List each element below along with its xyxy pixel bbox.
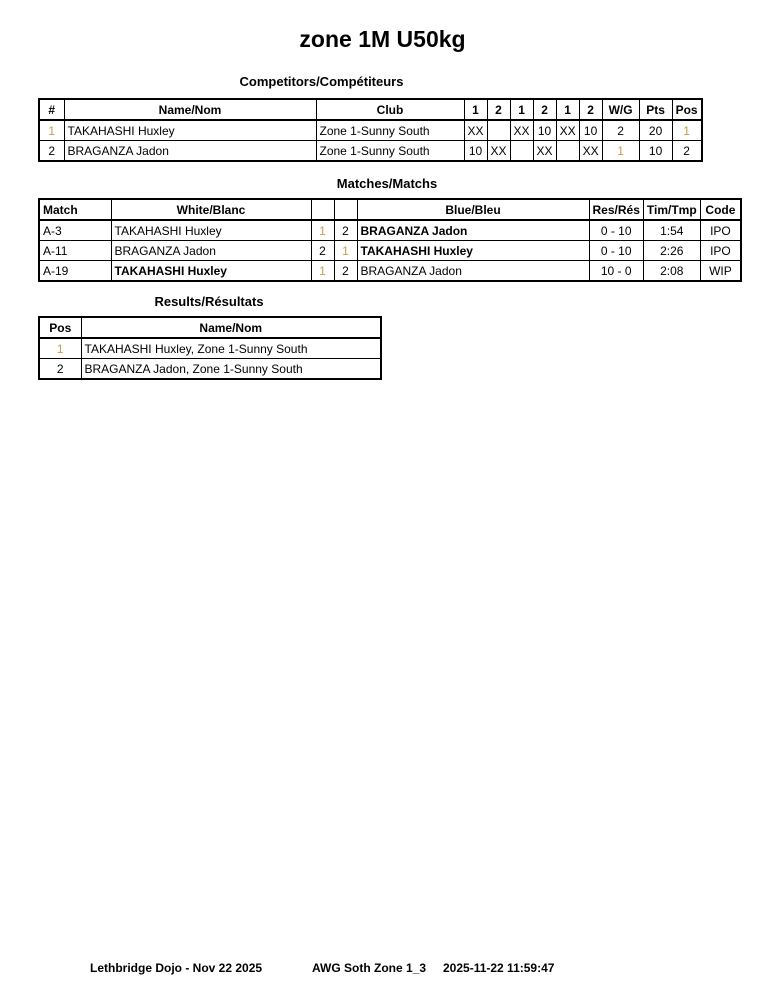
wins-cell: 2: [601, 119, 640, 141]
footer-event-name: AWG Soth Zone 1_3: [312, 961, 427, 975]
result-row: 1 TAKAHASHI Huxley, Zone 1-Sunny South: [38, 337, 382, 359]
col-header-hash: #: [38, 98, 65, 121]
match-id-cell: A-3: [38, 219, 112, 241]
win-code-cell: IPO: [699, 240, 742, 261]
blue-number-cell: 1: [333, 240, 358, 261]
win-code-cell: WIP: [699, 260, 742, 282]
col-header-round-4: 1: [555, 98, 580, 121]
competitor-number-cell: 1: [38, 119, 65, 141]
matches-caption: Matches/Matchs: [336, 176, 438, 191]
round-score-cell: [486, 119, 511, 141]
competitor-club-cell: Zone 1-Sunny South: [315, 140, 465, 162]
result-name-cell: BRAGANZA Jadon, Zone 1-Sunny South: [80, 358, 382, 380]
competitor-name-cell: BRAGANZA Jadon: [63, 140, 317, 162]
match-row: A-3 TAKAHASHI Huxley 1 2 BRAGANZA Jadon 0 - 1…: [38, 219, 742, 241]
match-row: A-19 TAKAHASHI Huxley 1 2 BRAGANZA Jadon 10 -…: [38, 260, 742, 282]
result-row: 2 BRAGANZA Jadon, Zone 1-Sunny South: [38, 358, 382, 380]
results-caption: Results/Résultats: [154, 294, 264, 309]
col-header-blue: Blue/Bleu: [356, 198, 590, 221]
col-header-res: Res/Rés: [588, 198, 644, 221]
footer-timestamp: 2025-11-22 11:59:47: [443, 961, 555, 975]
match-time-cell: 2:26: [642, 240, 701, 261]
col-header-wg: W/G: [601, 98, 640, 121]
competitor-row: 1 TAKAHASHI Huxley Zone 1-Sunny South XX XX 1…: [38, 119, 703, 141]
match-row: A-11 BRAGANZA Jadon 2 1 TAKAHASHI Huxley 0 - …: [38, 240, 742, 261]
position-cell: 2: [671, 140, 703, 162]
col-header-round-3: 2: [532, 98, 557, 121]
col-header-pts: Pts: [638, 98, 673, 121]
result-position-cell: 1: [38, 337, 82, 359]
col-header-club: Club: [315, 98, 465, 121]
points-cell: 20: [638, 119, 673, 141]
result-name-cell: TAKAHASHI Huxley, Zone 1-Sunny South: [80, 337, 382, 359]
result-score-cell: 10 - 0: [588, 260, 644, 282]
competitor-club-cell: Zone 1-Sunny South: [315, 119, 465, 141]
competitor-row: 2 BRAGANZA Jadon Zone 1-Sunny South 10 XX XX X…: [38, 140, 703, 162]
blue-number-cell: 2: [333, 219, 358, 241]
col-header-name: Name/Nom: [80, 316, 382, 339]
match-id-cell: A-19: [38, 260, 112, 282]
col-header-time: Tim/Tmp: [642, 198, 701, 221]
col-header-pos: Pos: [38, 316, 82, 339]
page-title: zone 1M U50kg: [299, 26, 466, 52]
white-number-cell: 1: [310, 260, 335, 282]
competitor-name-cell: TAKAHASHI Huxley: [63, 119, 317, 141]
col-header-white: White/Blanc: [110, 198, 312, 221]
blue-name-cell: TAKAHASHI Huxley: [356, 240, 590, 261]
win-code-cell: IPO: [699, 219, 742, 241]
col-header-white-num: [310, 198, 335, 221]
competitors-header-row: # Name/Nom Club 1 2 1 2 1 2 W/G Pts Pos: [38, 98, 703, 121]
footer: Lethbridge Dojo - Nov 22 2025 AWG Soth Z…: [0, 961, 765, 981]
col-header-round-5: 2: [578, 98, 603, 121]
round-score-cell: XX: [532, 140, 557, 162]
match-id-cell: A-11: [38, 240, 112, 261]
match-time-cell: 1:54: [642, 219, 701, 241]
round-score-cell: [555, 140, 580, 162]
footer-venue: Lethbridge Dojo - Nov 22 2025: [90, 961, 263, 975]
competitors-caption: Competitors/Compétiteurs: [239, 74, 404, 89]
round-score-cell: XX: [509, 119, 534, 141]
round-score-cell: XX: [463, 119, 488, 141]
wins-cell: 1: [601, 140, 640, 162]
blue-number-cell: 2: [333, 260, 358, 282]
white-number-cell: 1: [310, 219, 335, 241]
result-score-cell: 0 - 10: [588, 219, 644, 241]
white-name-cell: TAKAHASHI Huxley: [110, 219, 312, 241]
col-header-blue-num: [333, 198, 358, 221]
matches-header-row: Match White/Blanc Blue/Bleu Res/Rés Tim/…: [38, 198, 742, 221]
col-header-round-2: 1: [509, 98, 534, 121]
round-score-cell: 10: [578, 119, 603, 141]
competitor-number-cell: 2: [38, 140, 65, 162]
col-header-code: Code: [699, 198, 742, 221]
white-number-cell: 2: [310, 240, 335, 261]
results-header-row: Pos Name/Nom: [38, 316, 382, 339]
round-score-cell: XX: [578, 140, 603, 162]
result-position-cell: 2: [38, 358, 82, 380]
results-table: Pos Name/Nom 1 TAKAHASHI Huxley, Zone 1-S…: [38, 316, 382, 380]
blue-name-cell: BRAGANZA Jadon: [356, 260, 590, 282]
competitors-table: # Name/Nom Club 1 2 1 2 1 2 W/G Pts Pos …: [38, 98, 703, 162]
round-score-cell: 10: [532, 119, 557, 141]
white-name-cell: TAKAHASHI Huxley: [110, 260, 312, 282]
blue-name-cell: BRAGANZA Jadon: [356, 219, 590, 241]
result-score-cell: 0 - 10: [588, 240, 644, 261]
col-header-pos: Pos: [671, 98, 703, 121]
col-header-name: Name/Nom: [63, 98, 317, 121]
round-score-cell: 10: [463, 140, 488, 162]
round-score-cell: [509, 140, 534, 162]
position-cell: 1: [671, 119, 703, 141]
match-time-cell: 2:08: [642, 260, 701, 282]
points-cell: 10: [638, 140, 673, 162]
col-header-round-1: 2: [486, 98, 511, 121]
round-score-cell: XX: [555, 119, 580, 141]
col-header-round-0: 1: [463, 98, 488, 121]
round-score-cell: XX: [486, 140, 511, 162]
white-name-cell: BRAGANZA Jadon: [110, 240, 312, 261]
col-header-match: Match: [38, 198, 112, 221]
matches-table: Match White/Blanc Blue/Bleu Res/Rés Tim/…: [38, 198, 743, 282]
